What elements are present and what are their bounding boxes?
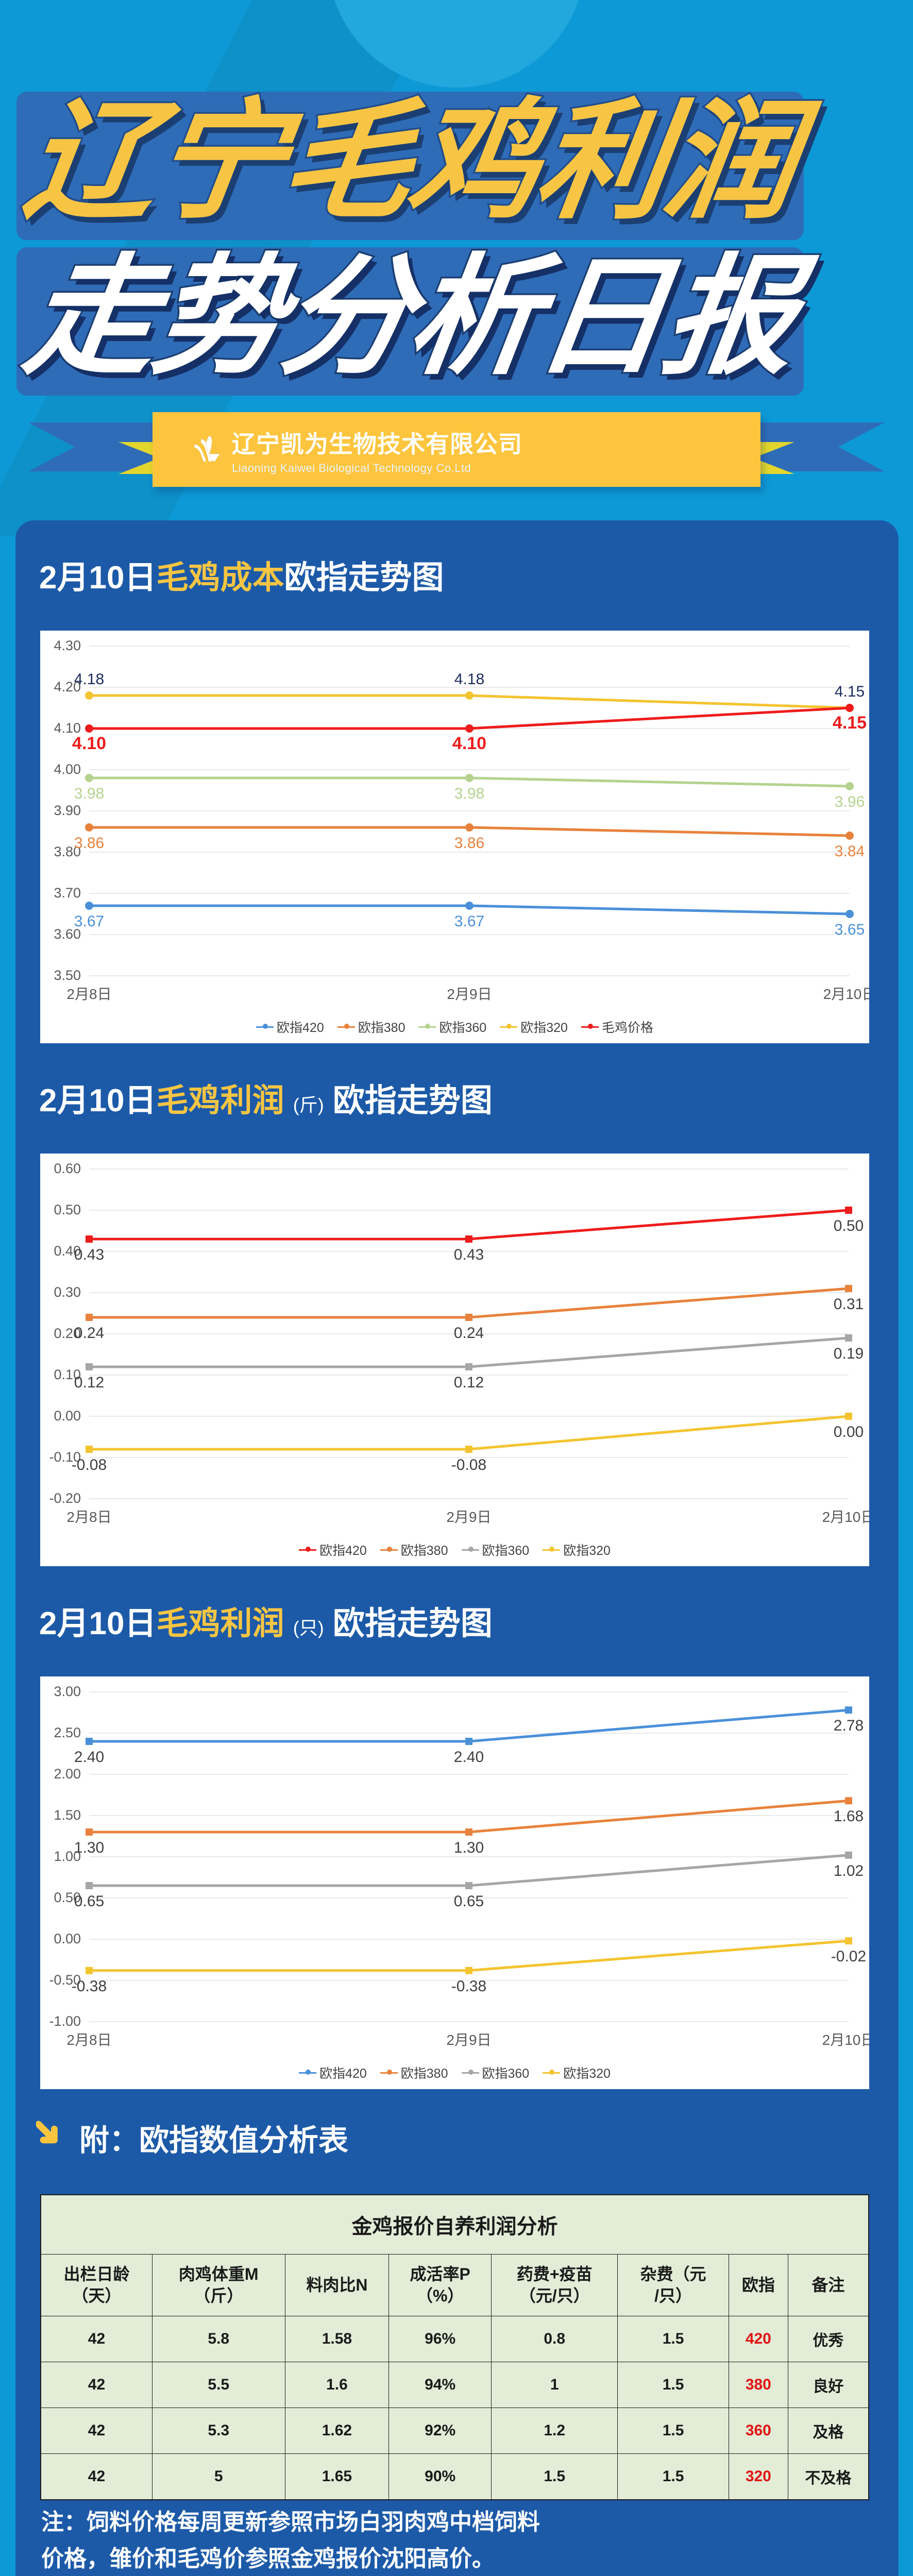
svg-text:3.98: 3.98 [74,785,104,802]
svg-text:0.00: 0.00 [54,1408,81,1423]
svg-text:3.98: 3.98 [454,785,484,802]
svg-text:3.84: 3.84 [835,843,865,860]
svg-text:0.19: 0.19 [834,1345,864,1362]
svg-text:-0.38: -0.38 [72,1978,107,1995]
svg-text:1.68: 1.68 [834,1808,864,1825]
svg-text:3.50: 3.50 [54,968,81,983]
svg-text:2.00: 2.00 [54,1766,81,1782]
svg-text:2月9日: 2月9日 [447,986,492,1002]
svg-text:2月8日: 2月8日 [66,1509,111,1525]
svg-text:0.12: 0.12 [74,1374,104,1391]
svg-text:1.02: 1.02 [834,1862,864,1879]
svg-text:4.15: 4.15 [833,713,867,733]
svg-text:-1.00: -1.00 [49,2013,81,2029]
svg-text:1.30: 1.30 [74,1839,104,1856]
svg-text:0.65: 0.65 [74,1893,104,1910]
svg-text:-0.20: -0.20 [49,1490,81,1506]
svg-text:4.18: 4.18 [74,671,104,688]
svg-text:2月9日: 2月9日 [446,1509,491,1525]
svg-text:4.15: 4.15 [835,683,865,700]
svg-text:-0.08: -0.08 [451,1456,486,1473]
svg-text:2月9日: 2月9日 [446,2032,491,2048]
svg-text:2.78: 2.78 [834,1717,864,1734]
svg-text:3.96: 3.96 [835,793,865,810]
svg-text:0.60: 0.60 [54,1161,81,1176]
svg-text:2.40: 2.40 [74,1749,104,1766]
svg-text:-0.08: -0.08 [72,1456,107,1473]
svg-text:3.86: 3.86 [454,835,484,852]
svg-text:3.90: 3.90 [54,803,81,818]
svg-text:0.43: 0.43 [454,1246,484,1263]
svg-text:2月10日: 2月10日 [822,2032,869,2048]
svg-text:1.50: 1.50 [54,1807,81,1823]
svg-text:0.30: 0.30 [54,1284,81,1300]
svg-text:0.50: 0.50 [54,1202,81,1217]
svg-text:0.00: 0.00 [54,1931,81,1946]
svg-text:-0.38: -0.38 [451,1978,486,1995]
svg-text:3.00: 3.00 [54,1684,81,1699]
svg-text:2.50: 2.50 [54,1725,81,1740]
svg-text:0.24: 0.24 [74,1325,104,1342]
svg-text:2月8日: 2月8日 [66,986,111,1002]
svg-text:4.18: 4.18 [454,671,484,688]
svg-text:0.50: 0.50 [834,1217,864,1234]
svg-text:3.67: 3.67 [454,913,484,930]
svg-text:4.00: 4.00 [54,761,81,777]
svg-text:2.40: 2.40 [454,1749,484,1766]
svg-text:3.67: 3.67 [74,913,104,930]
svg-text:0.00: 0.00 [834,1423,864,1440]
svg-text:4.10: 4.10 [452,734,486,753]
svg-text:3.65: 3.65 [835,921,865,938]
svg-text:2月10日: 2月10日 [823,986,869,1002]
svg-text:4.30: 4.30 [54,638,81,653]
svg-text:3.70: 3.70 [54,885,81,901]
svg-text:2月8日: 2月8日 [66,2032,111,2048]
svg-text:0.65: 0.65 [454,1893,484,1910]
svg-text:0.43: 0.43 [74,1246,104,1263]
svg-text:0.31: 0.31 [834,1296,864,1313]
svg-text:4.10: 4.10 [72,734,106,753]
svg-text:1.30: 1.30 [454,1839,484,1856]
svg-text:0.12: 0.12 [454,1374,484,1391]
svg-text:0.24: 0.24 [454,1325,484,1342]
svg-text:-0.02: -0.02 [831,1948,866,1965]
svg-text:3.86: 3.86 [74,835,104,852]
svg-text:2月10日: 2月10日 [822,1509,869,1525]
